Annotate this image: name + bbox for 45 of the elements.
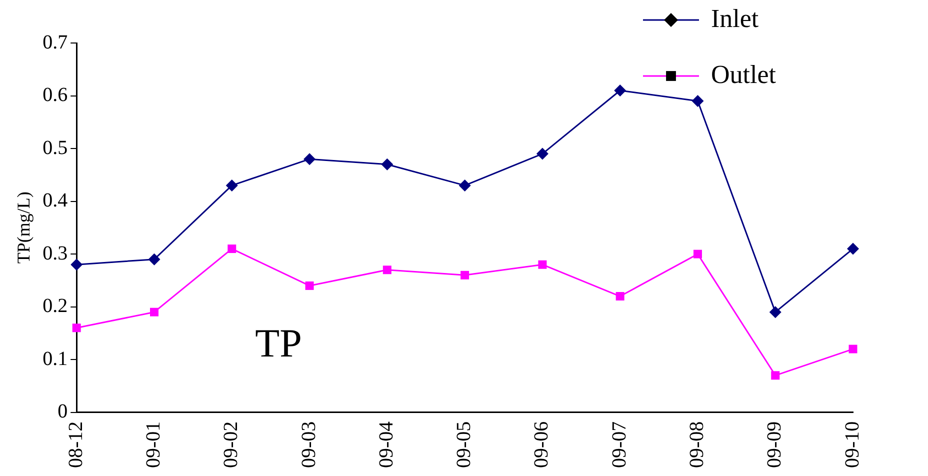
point (72, 324, 81, 332)
legend-label: Outlet (711, 60, 777, 89)
point (771, 371, 780, 380)
x-tick-label: 09-05 (453, 421, 476, 468)
y-tick-label: 0.3 (42, 242, 68, 264)
y-axis-title: TP(mg/L) (14, 192, 34, 264)
x-tick-label: 09-04 (375, 421, 398, 468)
x-tick-label: 09-08 (686, 421, 708, 468)
y-tick-label: 0.1 (42, 348, 68, 370)
x-tick-label: 09-01 (142, 421, 164, 468)
point (692, 95, 704, 108)
point (226, 179, 238, 192)
x-tick-label: 09-06 (530, 421, 553, 468)
point (382, 266, 392, 274)
point (148, 253, 160, 266)
y-tick-label: 0.5 (42, 136, 68, 159)
x-tick-label: 09-03 (298, 421, 320, 468)
y-tick-label: 0.2 (42, 295, 68, 318)
point (460, 270, 470, 280)
point (769, 306, 782, 318)
x-tick-label: 09-07 (608, 421, 630, 468)
annotation: TP (255, 320, 302, 366)
y-tick-label: 0 (58, 400, 68, 423)
point (228, 244, 236, 254)
point (150, 308, 158, 316)
point (693, 250, 702, 258)
point (616, 292, 624, 301)
x-tick-label: 09-10 (841, 421, 864, 468)
point (614, 84, 626, 96)
legend-label: Inlet (711, 4, 760, 33)
point (848, 344, 858, 354)
point (381, 158, 394, 170)
point (304, 153, 316, 166)
point (305, 281, 314, 290)
x-tick-label: 09-02 (220, 421, 242, 468)
x-tick-label: 08-12 (64, 421, 87, 468)
y-tick-label: 0.7 (42, 31, 68, 54)
point (458, 179, 471, 192)
point (847, 242, 859, 255)
point (536, 148, 548, 160)
point (538, 260, 547, 269)
y-tick-label: 0.6 (42, 84, 68, 106)
point (70, 258, 83, 271)
x-tick-label: 09-09 (764, 421, 786, 468)
y-tick-label: 0.4 (42, 190, 68, 212)
